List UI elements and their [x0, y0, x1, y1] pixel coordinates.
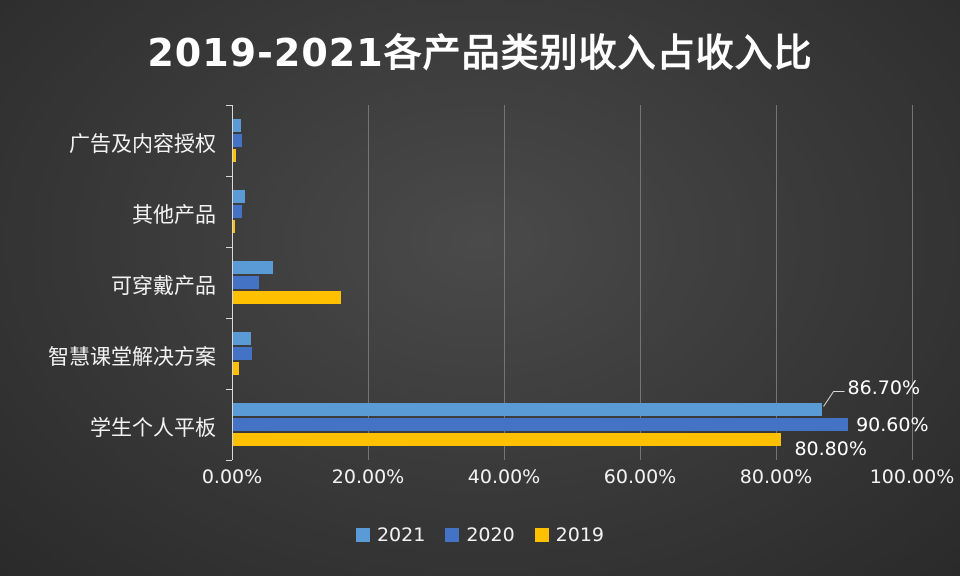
- bar-2020-广告及内容授权: [232, 134, 243, 147]
- x-axis-tick-label: 40.00%: [467, 466, 541, 488]
- bar-2020-学生个人平板: [232, 418, 849, 431]
- value-label-2021: 86.70%: [847, 376, 920, 399]
- category-axis-tick: [226, 389, 232, 390]
- legend-item-2020: 2020: [445, 524, 515, 546]
- x-axis-tick-label: 100.00%: [869, 466, 955, 488]
- value-label-2019: 80.80%: [794, 437, 867, 460]
- category-label: 学生个人平板: [90, 415, 216, 440]
- x-axis-tick-label: 80.00%: [739, 466, 813, 488]
- legend-label-2019: 2019: [555, 524, 605, 546]
- bar-2019-学生个人平板: [232, 433, 782, 446]
- bar-2020-其他产品: [232, 205, 242, 218]
- legend-swatch-2019: [534, 528, 549, 542]
- category-axis-line: [232, 105, 233, 460]
- category-axis-tick: [226, 176, 232, 177]
- bar-2021-智慧课堂解决方案: [232, 332, 252, 345]
- category-axis-tick: [226, 318, 232, 319]
- bar-2021-广告及内容授权: [232, 119, 241, 132]
- category-axis-tick: [226, 247, 232, 248]
- bar-2019-其他产品: [232, 220, 236, 233]
- legend-item-2019: 2019: [534, 524, 605, 546]
- gridline: [776, 105, 777, 460]
- bar-2019-广告及内容授权: [232, 149, 237, 162]
- bar-2021-可穿戴产品: [232, 261, 273, 274]
- bar-2019-智慧课堂解决方案: [232, 362, 239, 375]
- bar-2019-可穿戴产品: [232, 291, 341, 304]
- x-axis-tick-label: 60.00%: [603, 466, 677, 488]
- legend-label-2021: 2021: [376, 524, 426, 546]
- x-axis-tick-label: 20.00%: [331, 466, 405, 488]
- category-label: 可穿戴产品: [111, 273, 216, 298]
- category-label: 智慧课堂解决方案: [48, 344, 216, 369]
- legend-label-2020: 2020: [466, 524, 515, 546]
- gridline: [640, 105, 641, 460]
- legend-swatch-2020: [445, 528, 460, 542]
- legend-swatch-2021: [355, 528, 370, 542]
- legend: 2021 2020 2019: [0, 524, 960, 546]
- category-label: 广告及内容授权: [69, 131, 216, 156]
- gridline: [912, 105, 913, 460]
- value-label-2020: 90.60%: [856, 413, 929, 436]
- plot-area: [232, 105, 913, 460]
- gridline: [368, 105, 369, 460]
- gridline: [504, 105, 505, 460]
- x-axis-tick-label: 0.00%: [201, 466, 263, 488]
- bar-2020-智慧课堂解决方案: [232, 347, 252, 360]
- bar-2020-可穿戴产品: [232, 276, 260, 289]
- category-axis-tick: [226, 460, 232, 461]
- category-axis-tick: [226, 105, 232, 106]
- chart-title: 2019-2021各产品类别收入占收入比: [147, 31, 813, 75]
- bar-2021-其他产品: [232, 190, 245, 203]
- bar-2021-学生个人平板: [232, 403, 822, 416]
- legend-item-2021: 2021: [355, 524, 426, 546]
- category-label: 其他产品: [132, 202, 216, 227]
